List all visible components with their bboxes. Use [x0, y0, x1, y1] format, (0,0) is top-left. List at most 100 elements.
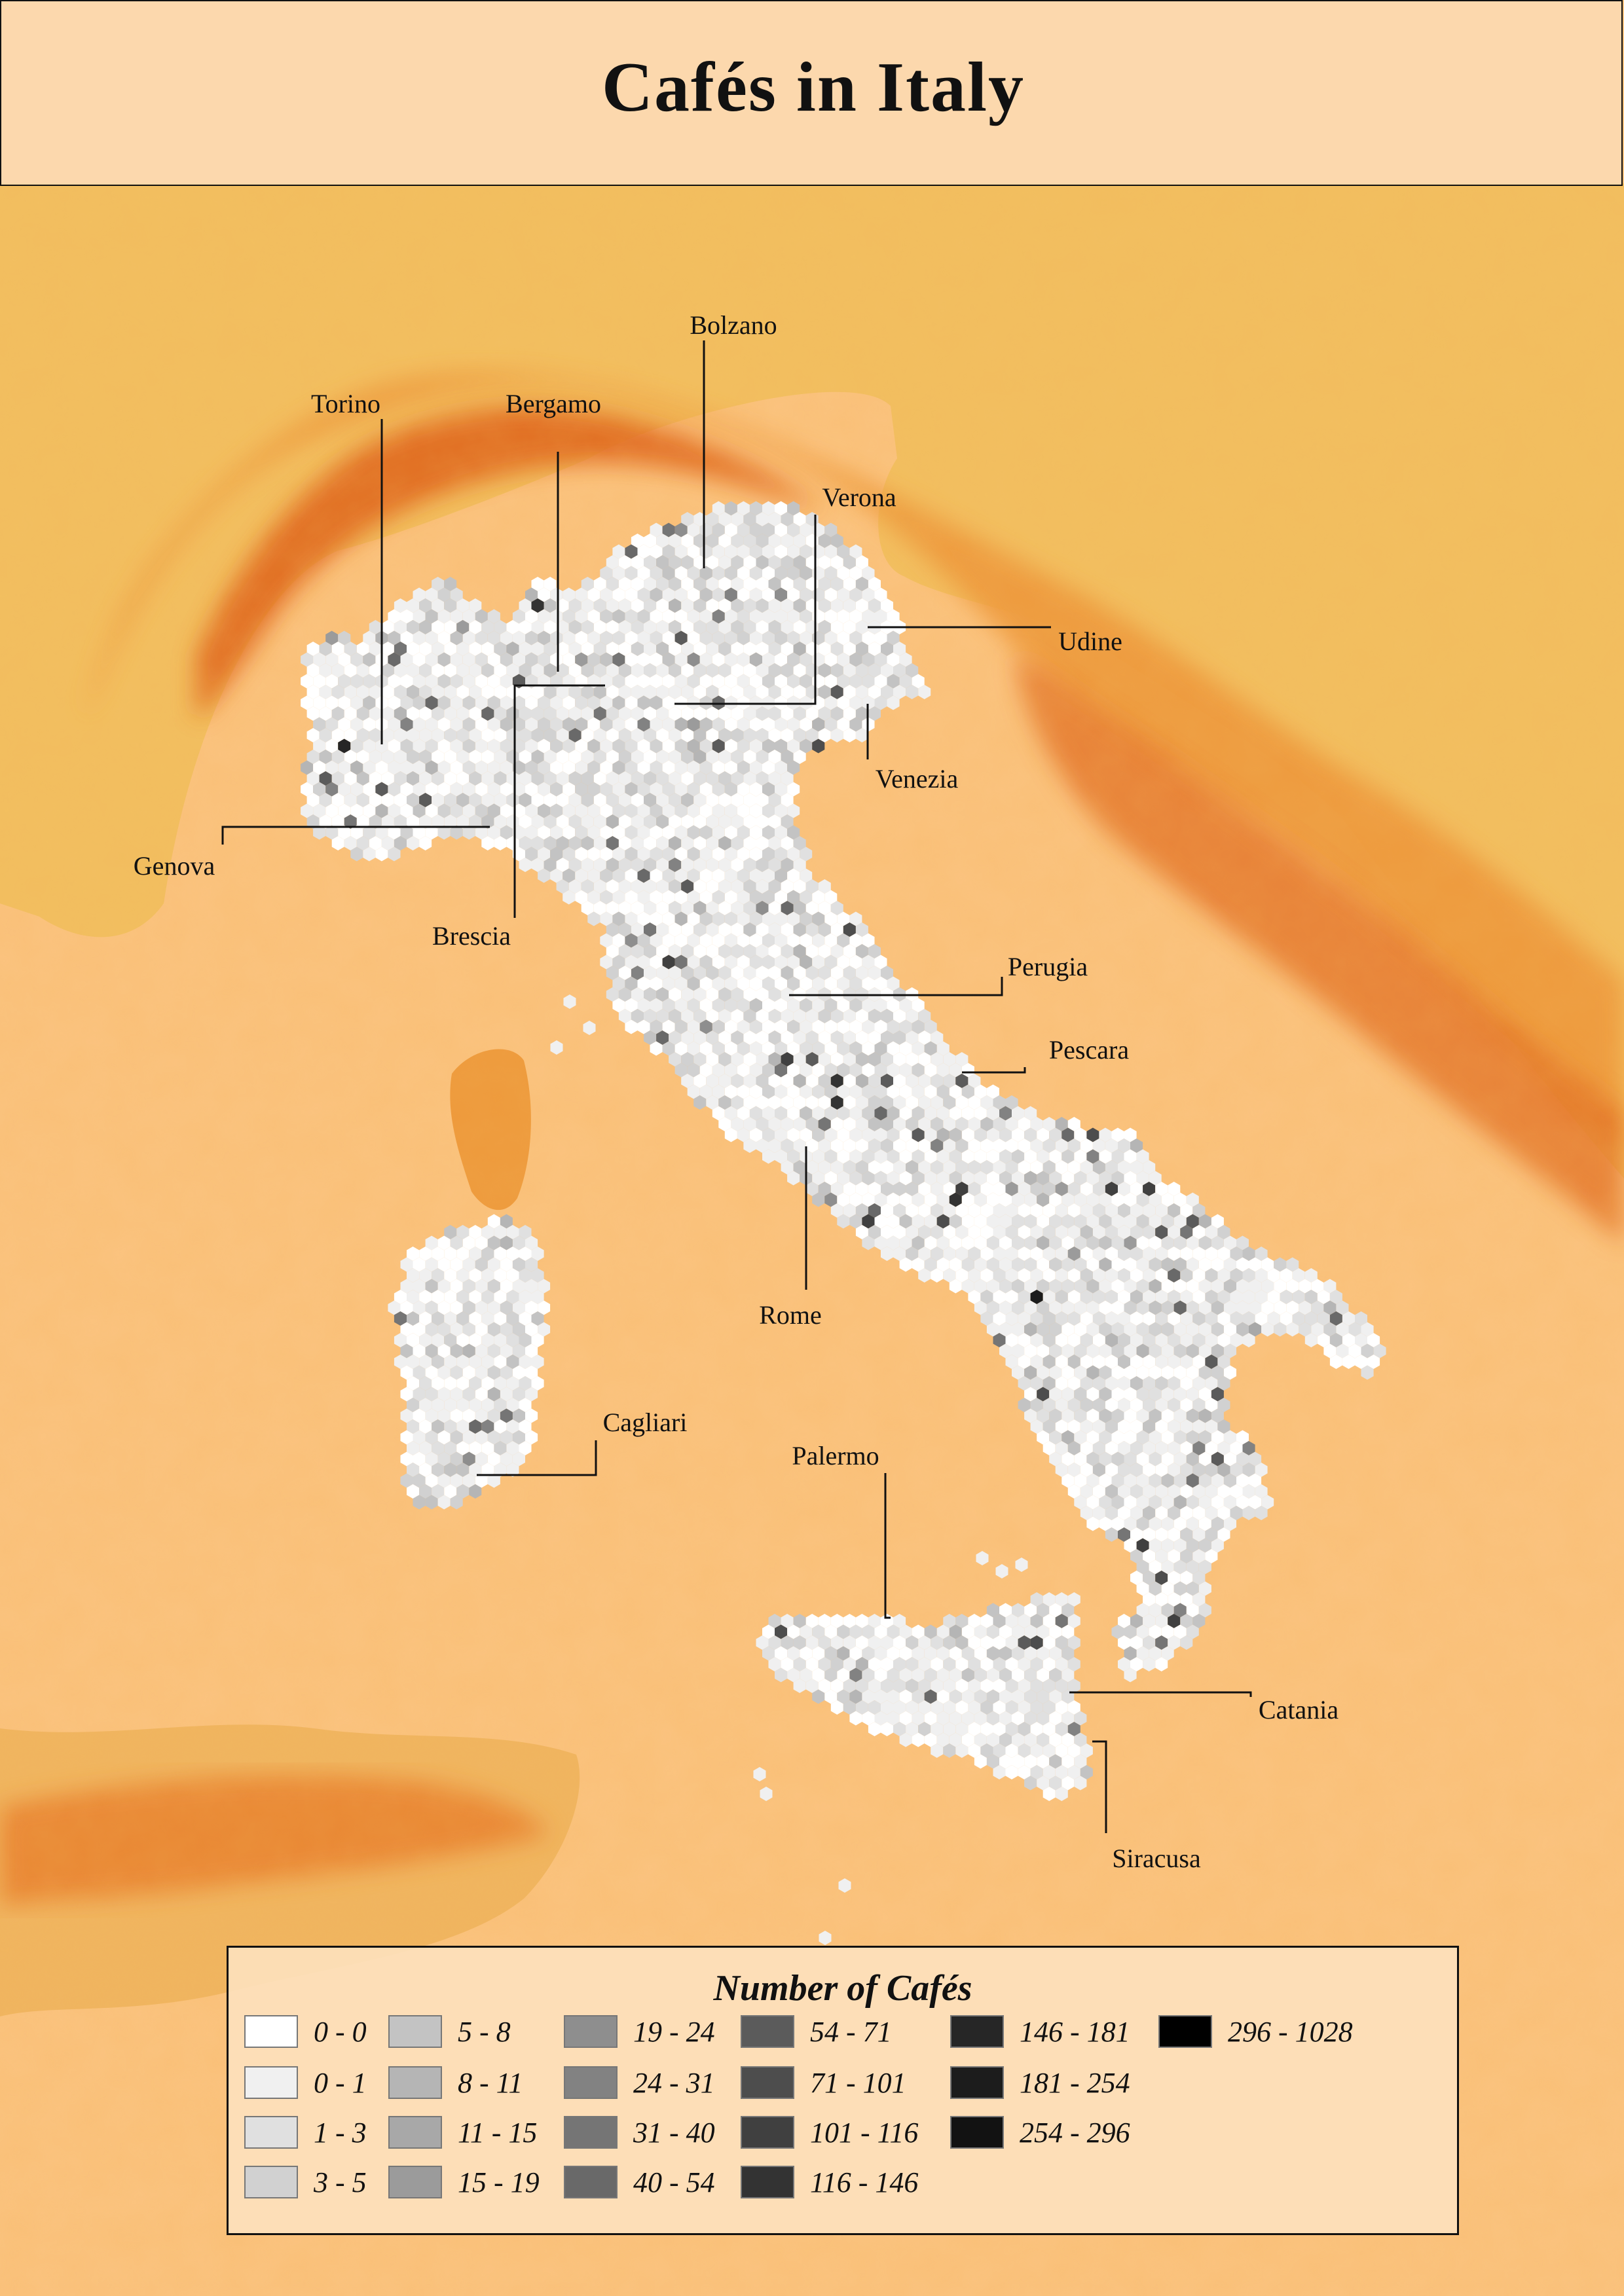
- callout-catania: Catania: [1069, 1691, 1338, 1724]
- hex-cell: [631, 534, 644, 548]
- hex-cell: [487, 695, 500, 710]
- hex-cell: [775, 1019, 788, 1034]
- hex-cell: [1198, 1603, 1211, 1618]
- hex-cell: [749, 717, 762, 732]
- hex-cell: [718, 512, 731, 526]
- hex-cell: [656, 793, 669, 807]
- hex-cell: [581, 663, 594, 678]
- hex-cell: [1037, 1127, 1050, 1142]
- hex-cell: [1149, 1192, 1162, 1207]
- hex-cell: [800, 544, 813, 559]
- hex-cell: [1255, 1247, 1268, 1261]
- hex-cell: [855, 1700, 868, 1715]
- hex-cell: [874, 1667, 887, 1683]
- hex-cell: [756, 901, 769, 915]
- hex-cell: [1124, 1646, 1137, 1661]
- hex-cell: [824, 933, 838, 948]
- hex-cell: [699, 717, 712, 732]
- hex-cell: [706, 771, 719, 786]
- hex-cell: [1292, 1268, 1305, 1283]
- hex-cell: [394, 620, 407, 634]
- hex-cell: [961, 1711, 974, 1726]
- hex-cell: [1149, 1603, 1162, 1618]
- hex-cell: [881, 1722, 893, 1736]
- hex-cell: [724, 717, 737, 732]
- hex-cell: [681, 836, 694, 850]
- hex-cell: [768, 1614, 781, 1628]
- hex-cell: [749, 1041, 762, 1056]
- hex-cell: [943, 1203, 956, 1218]
- hex-cell: [787, 566, 800, 581]
- hex-cell: [531, 598, 544, 613]
- hex-cell: [568, 793, 581, 807]
- hex-cell: [743, 879, 756, 894]
- hex-cell: [1130, 1549, 1143, 1563]
- hex-cell: [1205, 1355, 1218, 1369]
- hex-cell: [644, 901, 657, 915]
- hex-cell: [1230, 1311, 1243, 1326]
- hex-cell: [862, 1084, 875, 1099]
- hex-cell: [1136, 1516, 1149, 1531]
- hex-cell: [481, 1247, 494, 1261]
- hex-cell: [331, 836, 344, 850]
- hex-cell: [893, 1052, 906, 1066]
- hex-cell: [556, 750, 569, 764]
- hex-cell: [325, 825, 339, 840]
- hex-cell: [1018, 1398, 1031, 1412]
- hex-cell: [800, 1041, 813, 1056]
- hex-cell: [681, 512, 694, 526]
- hex-cell: [1049, 1257, 1062, 1272]
- hex-cell: [1074, 1279, 1087, 1294]
- hex-cell: [906, 1203, 919, 1218]
- hex-cell: [669, 879, 682, 894]
- hex-cell: [1211, 1495, 1224, 1510]
- hex-cell: [868, 577, 881, 591]
- hex-cell: [1186, 1322, 1199, 1337]
- hex-cell: [556, 879, 569, 894]
- hex-cell: [1249, 1473, 1262, 1488]
- legend-label: 0 - 0: [314, 2015, 367, 2048]
- hex-cell: [1161, 1257, 1174, 1272]
- hex-cell: [824, 1192, 838, 1207]
- hex-cell: [506, 1268, 519, 1283]
- hex-cell: [899, 1235, 912, 1250]
- hex-cell: [356, 750, 369, 764]
- hex-cell: [494, 620, 507, 634]
- hex-cell: [338, 825, 351, 840]
- hex-cell: [837, 630, 850, 646]
- hex-cell: [787, 1063, 800, 1078]
- hex-cell: [413, 1257, 426, 1272]
- hex-cell: [500, 1322, 513, 1337]
- hex-cell: [1149, 1646, 1162, 1661]
- hex-cell: [544, 642, 557, 656]
- hex-cell: [481, 1225, 494, 1239]
- hex-cell: [687, 782, 700, 797]
- hex-cell: [781, 987, 794, 1002]
- hex-cell: [1236, 1300, 1249, 1315]
- hex-cell: [669, 598, 682, 613]
- hex-cell: [849, 1711, 862, 1726]
- hex-cell: [1211, 1516, 1224, 1531]
- hex-cell: [1286, 1322, 1299, 1337]
- legend-label: 31 - 40: [633, 2116, 715, 2149]
- hex-cell: [881, 966, 893, 980]
- hex-cell: [986, 1279, 999, 1294]
- hex-cell: [1043, 1160, 1056, 1175]
- hex-cell: [612, 652, 625, 667]
- hex-cell: [487, 782, 500, 797]
- hex-cell: [1124, 1279, 1137, 1294]
- hex-cell: [1143, 1549, 1156, 1563]
- hex-cell: [644, 598, 657, 613]
- hex-cell: [712, 652, 725, 667]
- hex-cell: [818, 1117, 831, 1131]
- hex-cell: [456, 1311, 470, 1326]
- hex-cell: [949, 1646, 962, 1661]
- hex-cell: [669, 642, 682, 656]
- hex-cell: [1149, 1473, 1162, 1488]
- hex-cell: [718, 858, 731, 872]
- hex-cell: [924, 1689, 937, 1704]
- hex-cell: [500, 652, 513, 667]
- hex-cell: [1092, 1203, 1105, 1218]
- hex-cell: [356, 706, 369, 721]
